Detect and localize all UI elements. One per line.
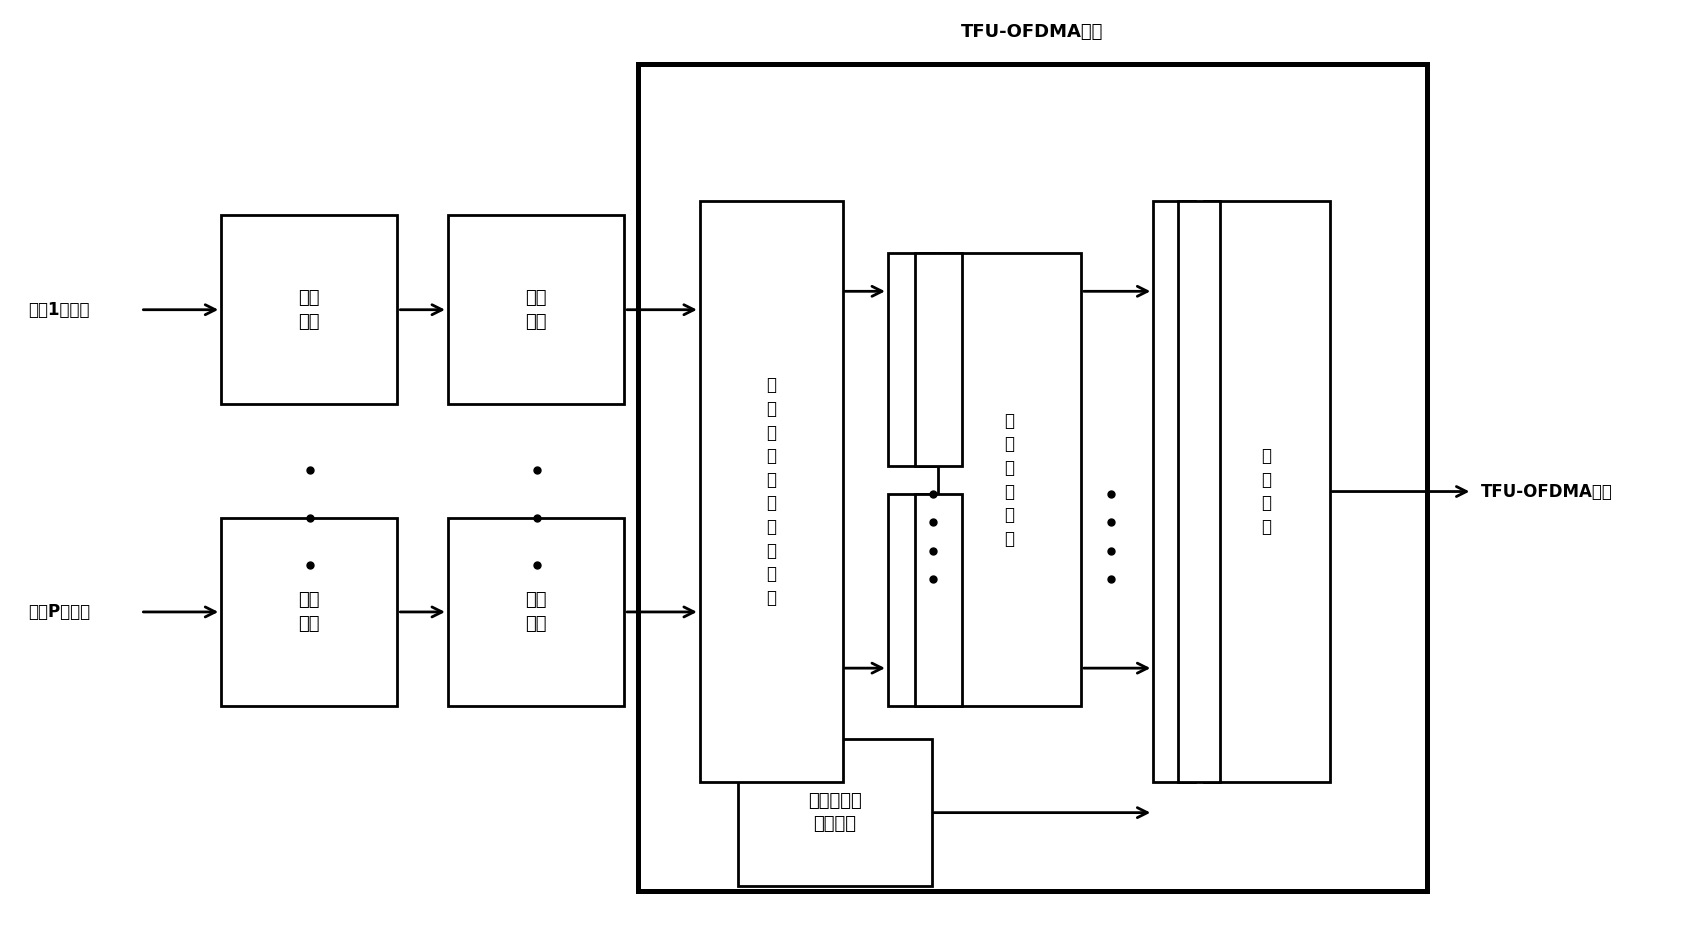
Text: 伪随机噪声
序列产生: 伪随机噪声 序列产生 — [809, 792, 861, 833]
Bar — [915, 494, 962, 707]
Bar — [1153, 201, 1195, 782]
Text: 数字
调制: 数字 调制 — [526, 591, 546, 633]
Text: 数字
调制: 数字 调制 — [526, 289, 546, 331]
Bar — [888, 494, 935, 707]
Bar — [888, 253, 935, 466]
Text: 用户1传输块: 用户1传输块 — [29, 301, 89, 318]
Bar — [699, 201, 842, 782]
Bar — [637, 65, 1427, 890]
Text: 傅
里
叶
逆
变
换: 傅 里 叶 逆 变 换 — [1004, 411, 1014, 548]
Text: 用户P传输块: 用户P传输块 — [29, 603, 89, 621]
Bar — [221, 518, 398, 707]
Bar — [221, 216, 398, 404]
Bar — [1203, 201, 1329, 782]
Text: 信道
编码: 信道 编码 — [298, 289, 320, 331]
Text: TFU-OFDMA调制: TFU-OFDMA调制 — [960, 23, 1104, 41]
Bar — [448, 518, 623, 707]
Text: 串
并
转
换: 串 并 转 换 — [1262, 447, 1272, 536]
Bar — [448, 216, 623, 404]
Bar — [1178, 201, 1220, 782]
Bar — [915, 253, 962, 466]
Text: 信道
编码: 信道 编码 — [298, 591, 320, 633]
Bar — [738, 739, 932, 885]
Text: 子
载
波
映
射
和
导
频
添
加: 子 载 波 映 射 和 导 频 添 加 — [767, 376, 777, 607]
Text: TFU-OFDMA信号: TFU-OFDMA信号 — [1481, 483, 1613, 501]
Bar — [939, 253, 1082, 707]
